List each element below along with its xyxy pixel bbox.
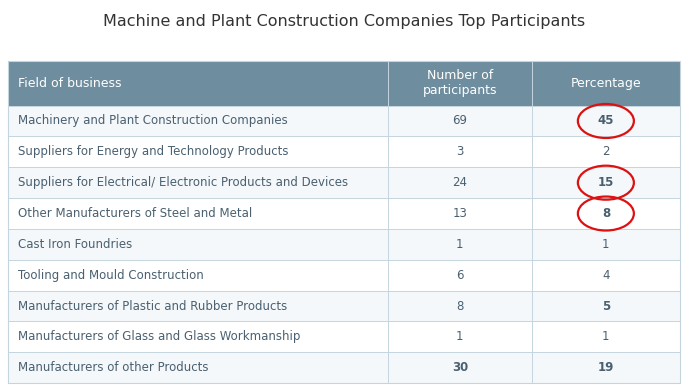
Text: 8: 8 xyxy=(456,300,464,312)
Text: 8: 8 xyxy=(602,207,610,220)
Text: 19: 19 xyxy=(598,361,614,374)
Text: 69: 69 xyxy=(452,115,467,127)
Text: 1: 1 xyxy=(456,238,464,251)
Text: Manufacturers of Plastic and Rubber Products: Manufacturers of Plastic and Rubber Prod… xyxy=(19,300,288,312)
Text: 1: 1 xyxy=(602,330,610,343)
Text: Field of business: Field of business xyxy=(19,77,122,90)
Text: 24: 24 xyxy=(452,176,467,189)
Text: 5: 5 xyxy=(602,300,610,312)
Text: 30: 30 xyxy=(452,361,468,374)
Text: 13: 13 xyxy=(453,207,467,220)
Text: Manufacturers of other Products: Manufacturers of other Products xyxy=(19,361,209,374)
Text: Machine and Plant Construction Companies Top Participants: Machine and Plant Construction Companies… xyxy=(103,14,585,29)
Text: 1: 1 xyxy=(602,238,610,251)
Text: 6: 6 xyxy=(456,269,464,282)
Text: 45: 45 xyxy=(598,115,614,127)
Text: Other Manufacturers of Steel and Metal: Other Manufacturers of Steel and Metal xyxy=(19,207,252,220)
Text: Machinery and Plant Construction Companies: Machinery and Plant Construction Compani… xyxy=(19,115,288,127)
Text: 1: 1 xyxy=(456,330,464,343)
Text: Percentage: Percentage xyxy=(570,77,641,90)
Text: 2: 2 xyxy=(602,145,610,158)
Text: Suppliers for Energy and Technology Products: Suppliers for Energy and Technology Prod… xyxy=(19,145,289,158)
Text: Tooling and Mould Construction: Tooling and Mould Construction xyxy=(19,269,204,282)
Text: Suppliers for Electrical/ Electronic Products and Devices: Suppliers for Electrical/ Electronic Pro… xyxy=(19,176,348,189)
Text: 4: 4 xyxy=(602,269,610,282)
Text: Manufacturers of Glass and Glass Workmanship: Manufacturers of Glass and Glass Workman… xyxy=(19,330,301,343)
Text: 15: 15 xyxy=(598,176,614,189)
Text: Cast Iron Foundries: Cast Iron Foundries xyxy=(19,238,133,251)
Text: 3: 3 xyxy=(456,145,464,158)
Text: Number of
participants: Number of participants xyxy=(422,69,497,97)
